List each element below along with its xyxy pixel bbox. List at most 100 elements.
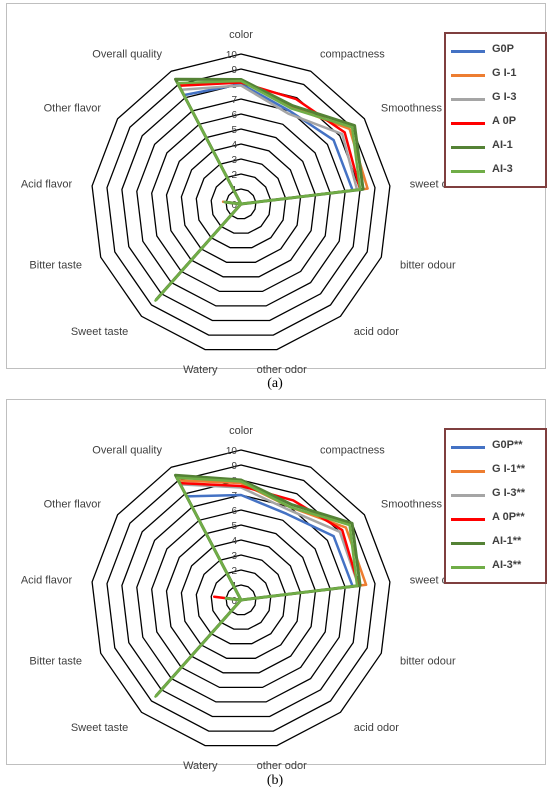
legend-item: G I-1 <box>446 64 545 88</box>
panel-caption-a: (a) <box>267 376 283 391</box>
legend-label: G0P <box>492 43 515 55</box>
legend-item: G I-3** <box>446 484 545 508</box>
tick-label: 4 <box>231 140 237 151</box>
grid-ring-4 <box>180 539 302 659</box>
tick-label: 7 <box>231 491 237 502</box>
category-label: color <box>229 29 253 41</box>
category-label: bitter odour <box>400 259 456 271</box>
legend-item: AI-1 <box>446 136 545 160</box>
grid-ring-5 <box>165 524 317 674</box>
legend-label: AI-3 <box>492 163 513 175</box>
grid-ring-7 <box>136 494 346 703</box>
grid-ring-1 <box>225 188 257 220</box>
legend-swatch <box>451 98 485 101</box>
category-label: other odor <box>257 364 307 376</box>
grid-ring-6 <box>151 113 331 293</box>
grid-ring-4 <box>180 143 302 263</box>
category-label: Other flavor <box>44 498 102 510</box>
grid-ring-3 <box>195 158 287 249</box>
legend-label: A 0P <box>492 115 517 127</box>
category-label: Acid flavor <box>21 179 73 191</box>
tick-label: 6 <box>231 110 237 121</box>
series-line-6 <box>154 79 362 302</box>
legend-swatch <box>451 470 485 473</box>
tick-label: 0 <box>231 200 237 211</box>
tick-label: 2 <box>231 170 237 181</box>
category-label: Watery <box>183 760 218 772</box>
tick-label: 2 <box>231 566 237 577</box>
tick-label: 9 <box>231 65 237 76</box>
category-label: acid odor <box>354 326 400 338</box>
grid-ring-10 <box>91 53 391 351</box>
legend-swatch <box>451 122 485 125</box>
legend-swatch <box>451 50 485 53</box>
legend-item: G0P <box>446 40 545 64</box>
legend-swatch <box>451 494 485 497</box>
tick-label: 10 <box>226 446 238 457</box>
radar-plot-b: 012345678910colorcompactnessSmoothnesssw… <box>21 425 464 772</box>
grid-ring-2 <box>210 569 272 630</box>
tick-label: 4 <box>231 536 237 547</box>
category-label: Watery <box>183 364 218 376</box>
legend-label: G I-1 <box>492 67 517 79</box>
legend-swatch <box>451 566 485 569</box>
category-label: Overall quality <box>92 445 162 457</box>
grid-ring-6 <box>151 509 331 689</box>
legend-label: AI-1** <box>492 535 522 547</box>
legend-label: AI-1 <box>492 139 513 151</box>
legend-label: G0P** <box>492 439 523 451</box>
legend-item: A 0P <box>446 112 545 136</box>
series-line-6 <box>154 476 359 698</box>
legend-label: A 0P** <box>492 511 525 523</box>
category-label: color <box>229 425 253 437</box>
legend-swatch <box>451 542 485 545</box>
legend-label: G I-3** <box>492 487 526 499</box>
panel-caption-b: (b) <box>266 773 284 788</box>
category-label: Other flavor <box>44 102 102 114</box>
legend-item: AI-3** <box>446 556 545 580</box>
grid-ring-1 <box>225 584 257 616</box>
legend-swatch <box>451 518 485 521</box>
category-label: Sweet taste <box>71 722 128 734</box>
category-label: Sweet taste <box>71 326 128 338</box>
category-label: Smoothness <box>381 102 443 114</box>
tick-label: 9 <box>231 461 237 472</box>
radar-chart-b: 0 1 2 3 4 5 6 7 8 9 10 color compactness Smoothness sw… <box>6 399 547 772</box>
category-label: Acid flavor <box>21 575 73 587</box>
category-label: bitter odour <box>400 655 456 667</box>
grid-ring-9 <box>106 464 376 732</box>
legend-item: G0P** <box>446 436 545 460</box>
legend-b: G0P** G I-1** G I-3** A 0P** AI-1** AI-3** <box>444 428 547 584</box>
grid-ring-2 <box>210 173 272 234</box>
legend-label: G I-3 <box>492 91 517 103</box>
tick-label: 3 <box>231 551 237 562</box>
category-label: compactness <box>320 49 385 61</box>
legend-swatch <box>451 170 485 173</box>
grid-ring-5 <box>165 128 317 278</box>
category-label: Smoothness <box>381 498 443 510</box>
tick-label: 3 <box>231 155 237 166</box>
category-label: Overall quality <box>92 49 162 61</box>
tick-label: 5 <box>231 125 237 136</box>
tick-label: 5 <box>231 521 237 532</box>
legend-swatch <box>451 146 485 149</box>
series-line-5 <box>155 77 365 301</box>
tick-label: 0 <box>231 596 237 607</box>
tick-label: 6 <box>231 506 237 517</box>
legend-swatch <box>451 446 485 449</box>
legend-a: G0P G I-1 G I-3 A 0P AI-1 AI-3 <box>444 32 547 188</box>
series-line-2 <box>157 479 368 695</box>
legend-label: G I-1** <box>492 463 526 475</box>
legend-swatch <box>451 74 485 77</box>
legend-item: G I-1** <box>446 460 545 484</box>
legend-item: AI-1** <box>446 532 545 556</box>
tick-label: 10 <box>226 50 238 61</box>
legend-label: AI-3** <box>492 559 522 571</box>
radar-plot-a: 012345678910colorcompactnessSmoothnesssw… <box>21 29 464 376</box>
category-label: compactness <box>320 445 385 457</box>
grid-ring-8 <box>121 83 361 322</box>
category-label: Bitter taste <box>29 655 82 667</box>
grid-ring-3 <box>195 554 287 645</box>
radar-chart-a: 0 1 2 3 4 5 6 7 8 9 10 color compactness Smoothness sw… <box>6 3 547 376</box>
legend-item: G I-3 <box>446 88 545 112</box>
